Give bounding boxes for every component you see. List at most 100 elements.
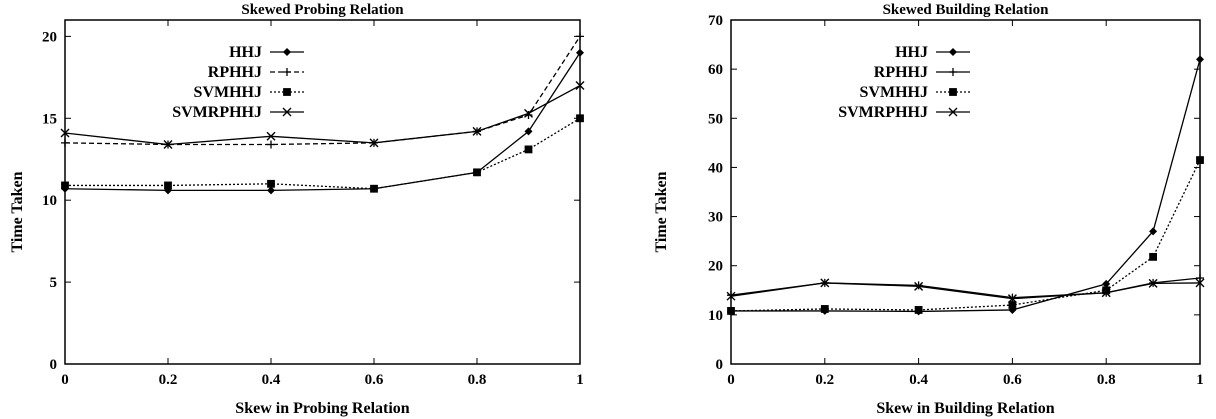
x-tick-label: 0.4 [909,372,928,388]
legend-label: HHJ [229,44,262,61]
data-point [524,127,533,136]
chart-skewed-probing: Skewed Probing Relation Skew in Probing … [0,0,600,419]
legend-marker [949,88,957,96]
data-point [1196,156,1204,164]
y-tick-label: 30 [708,210,723,226]
series-line [64,36,581,146]
data-point [1196,55,1204,64]
legend-marker [283,88,291,96]
x-axis-label: Skew in Probing Relation [235,400,410,417]
y-tick-label: 15 [42,111,57,127]
legend-marker [949,48,957,56]
series-line [64,84,581,146]
data-point [267,186,275,195]
data-point [164,181,172,190]
x-tick-label: 0.6 [1003,372,1022,388]
data-point [1148,278,1158,288]
x-tick-label: 1 [1196,372,1204,388]
series-hhj [727,55,1204,316]
data-point [524,111,533,120]
data-point [60,128,70,138]
data-point [1196,274,1204,282]
series-svmhhj [61,114,584,193]
legend-label: RPHHJ [874,64,928,81]
y-tick-label: 0 [50,357,58,373]
y-tick-label: 40 [708,160,723,176]
x-tick-label: 0.2 [159,372,178,388]
x-tick-label: 1 [576,372,584,388]
data-point [61,181,69,190]
x-tick-label: 0 [61,372,69,388]
data-point [473,168,481,177]
chart-svg: Skewed Building Relation Skew in Buildin… [653,2,1205,417]
data-point [1102,286,1111,295]
data-point [1149,252,1157,261]
chart-title: Skewed Probing Relation [241,2,404,18]
y-tick-label: 10 [708,308,723,324]
x-tick-label: 0.6 [365,372,384,388]
y-axis-label: Time Taken [653,171,670,252]
legend-label: SVMHHJ [194,84,262,101]
data-point [370,184,378,193]
series-svmrphhj [726,278,1205,304]
data-point [914,306,923,314]
series-svmhhj [727,156,1204,315]
y-tick-label: 20 [42,29,57,45]
legend: HHJ RPHHJ SVMHHJ SVMRPHHJ [172,44,304,121]
data-point [61,138,69,147]
legend-label: HHJ [895,44,928,61]
series-line [730,282,1201,300]
data-point [914,281,924,291]
data-point [163,140,173,149]
y-axis-label: Time Taken [9,171,26,252]
y-tick-label: 20 [708,259,723,275]
y-tick-label: 0 [716,357,724,373]
chart-title: Skewed Building Relation [883,2,1050,18]
legend-label: SVMHHJ [860,84,928,101]
chart-svg: Skewed Probing Relation Skew in Probing … [9,2,585,417]
series-line [65,117,581,190]
series-rphhj [61,32,584,149]
chart-skewed-building: Skewed Building Relation Skew in Buildin… [616,0,1216,419]
data-point [1008,301,1017,309]
data-point [267,140,275,149]
data-point [820,278,830,288]
data-point [1149,227,1158,236]
legend-label: RPHHJ [208,64,262,81]
x-axis-label: Skew in Building Relation [876,400,1054,417]
plot-frame [64,19,581,365]
y-tick-label: 60 [708,62,723,78]
data-point [576,32,584,41]
data-point [524,108,533,118]
legend-marker [948,107,958,117]
plot-frame [730,19,1201,365]
data-point [1101,288,1111,298]
x-tick-label: 0.8 [1097,372,1116,388]
data-point [820,305,829,313]
data-point [1007,294,1017,304]
data-point [266,131,276,141]
legend: HHJ RPHHJ SVMHHJ SVMRPHHJ [838,44,970,121]
data-point [726,291,736,301]
x-tick-label: 0.8 [468,372,487,388]
y-tick-label: 50 [708,111,723,127]
y-tick-label: 5 [50,275,58,291]
x-tick-label: 0 [727,372,735,388]
legend-label: SVMRPHHJ [838,104,928,121]
data-point [524,145,533,154]
data-point [1195,278,1205,288]
data-point [1102,279,1111,288]
y-tick-label: 70 [708,13,723,29]
y-tick-label: 10 [42,193,57,209]
legend-marker [949,68,957,76]
data-point [267,179,275,188]
legend-marker [283,68,291,76]
legend-marker [282,107,292,117]
x-tick-label: 0.2 [815,372,834,388]
data-point [369,138,379,148]
data-point [576,114,584,123]
data-point [727,307,735,315]
series-svmrphhj [60,81,585,149]
series-line [64,52,581,192]
legend-label: SVMRPHHJ [172,104,262,121]
